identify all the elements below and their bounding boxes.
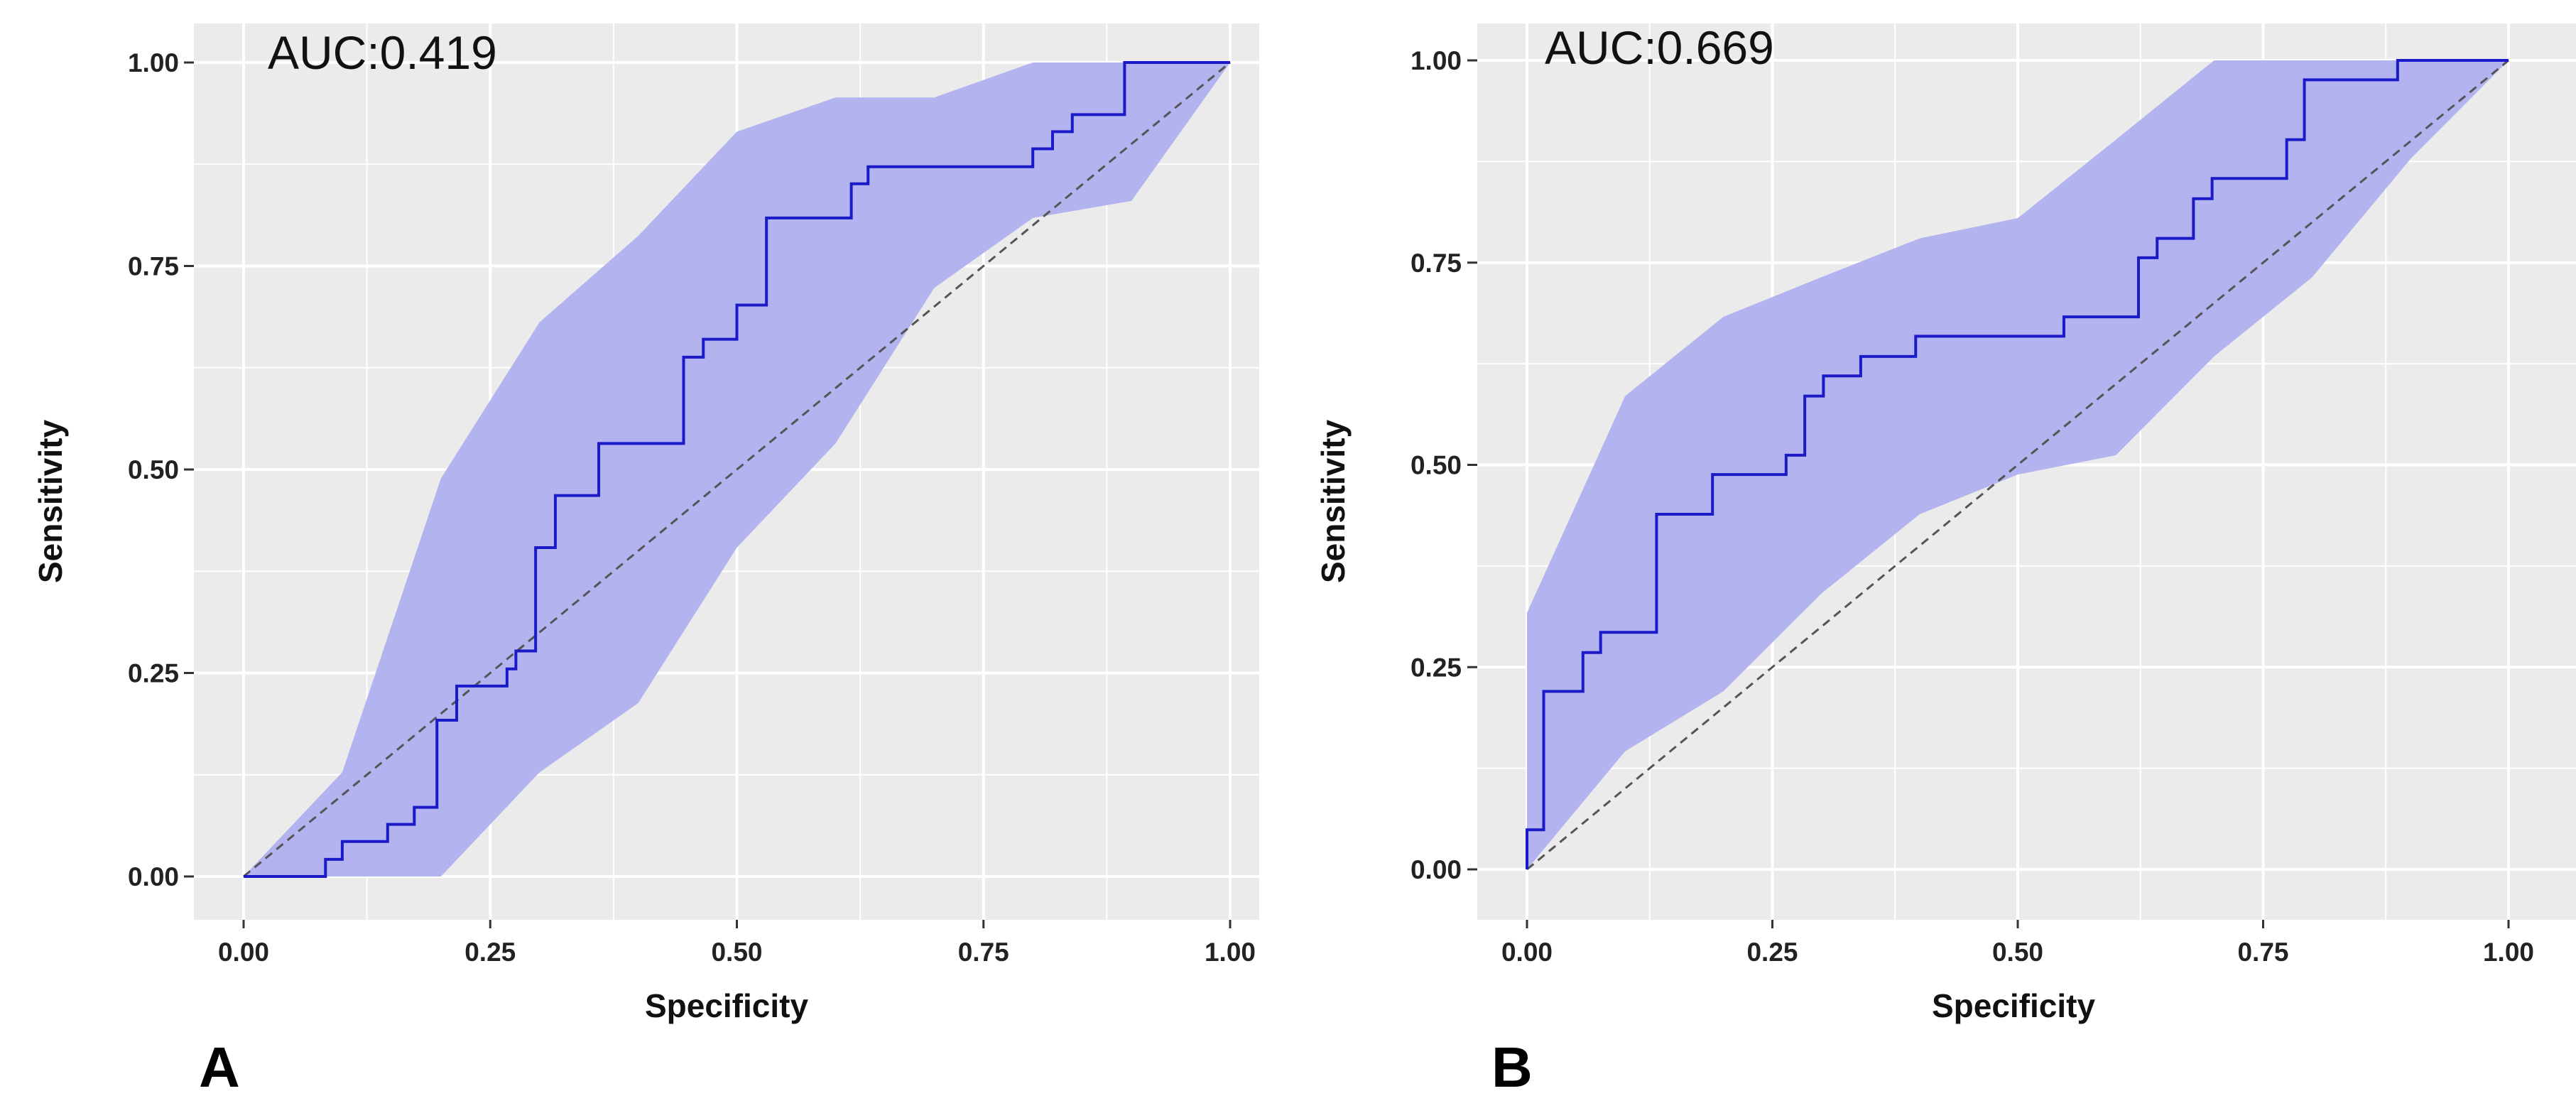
y-tick-label: 0.00 — [128, 862, 179, 891]
x-tick-label: 1.00 — [1205, 938, 1256, 967]
y-tick-label: 0.75 — [128, 252, 179, 281]
panel-a-letter: A — [199, 1036, 240, 1099]
panel-b-roc-curve — [1526, 59, 2509, 869]
x-tick-label: 0.00 — [1501, 938, 1553, 967]
y-tick-label: 0.25 — [1411, 653, 1462, 682]
y-tick-label: 0.25 — [128, 659, 179, 688]
panel-b: 0.00 0.25 0.50 0.75 1.00 0.00 0.25 0.50 0.75 1.0… — [1315, 21, 2576, 1099]
panel-a-auc-label: AUC:0.419 — [268, 26, 497, 79]
panel-b-x-axis: 0.00 0.25 0.50 0.75 1.00 — [1501, 920, 2534, 967]
y-tick-label: 1.00 — [1411, 46, 1462, 75]
roc-step-line — [1526, 59, 2509, 869]
x-tick-label: 0.75 — [2237, 938, 2288, 967]
panel-a-x-axis: 0.00 0.25 0.50 0.75 1.00 — [218, 920, 1256, 967]
panel-a-y-axis-title: Sensitivity — [32, 420, 69, 584]
x-tick-label: 0.00 — [218, 938, 269, 967]
chance-diagonal-line — [243, 61, 1231, 878]
y-tick-label: 1.00 — [128, 48, 179, 77]
x-tick-label: 0.25 — [1746, 938, 1798, 967]
panel-b-y-axis: 0.00 0.25 0.50 0.75 1.00 — [1411, 46, 1477, 884]
roc-step-line — [244, 61, 1230, 878]
panel-b-y-axis-title: Sensitivity — [1315, 420, 1352, 584]
x-tick-label: 0.25 — [464, 938, 516, 967]
x-tick-label: 0.50 — [711, 938, 762, 967]
x-tick-label: 0.75 — [958, 938, 1009, 967]
panel-a-diagonal — [243, 61, 1231, 878]
y-tick-label: 0.00 — [1411, 855, 1462, 884]
panel-a-y-axis: 0.00 0.25 0.50 0.75 1.00 — [128, 48, 194, 891]
x-tick-label: 0.50 — [1992, 938, 2043, 967]
panel-b-letter: B — [1491, 1036, 1533, 1099]
panel-b-x-axis-title: Specificity — [1932, 987, 2096, 1024]
y-tick-label: 0.50 — [1411, 451, 1462, 480]
y-tick-label: 0.50 — [128, 455, 179, 484]
panel-a-x-axis-title: Specificity — [645, 987, 809, 1024]
panel-b-auc-label: AUC:0.669 — [1545, 21, 1774, 74]
y-tick-label: 0.75 — [1411, 249, 1462, 278]
panel-a-roc-curve — [244, 61, 1230, 878]
x-tick-label: 1.00 — [2483, 938, 2534, 967]
panel-a: 0.00 0.25 0.50 0.75 1.00 0.00 0.25 0.50 0.75 1.0… — [32, 23, 1259, 1099]
